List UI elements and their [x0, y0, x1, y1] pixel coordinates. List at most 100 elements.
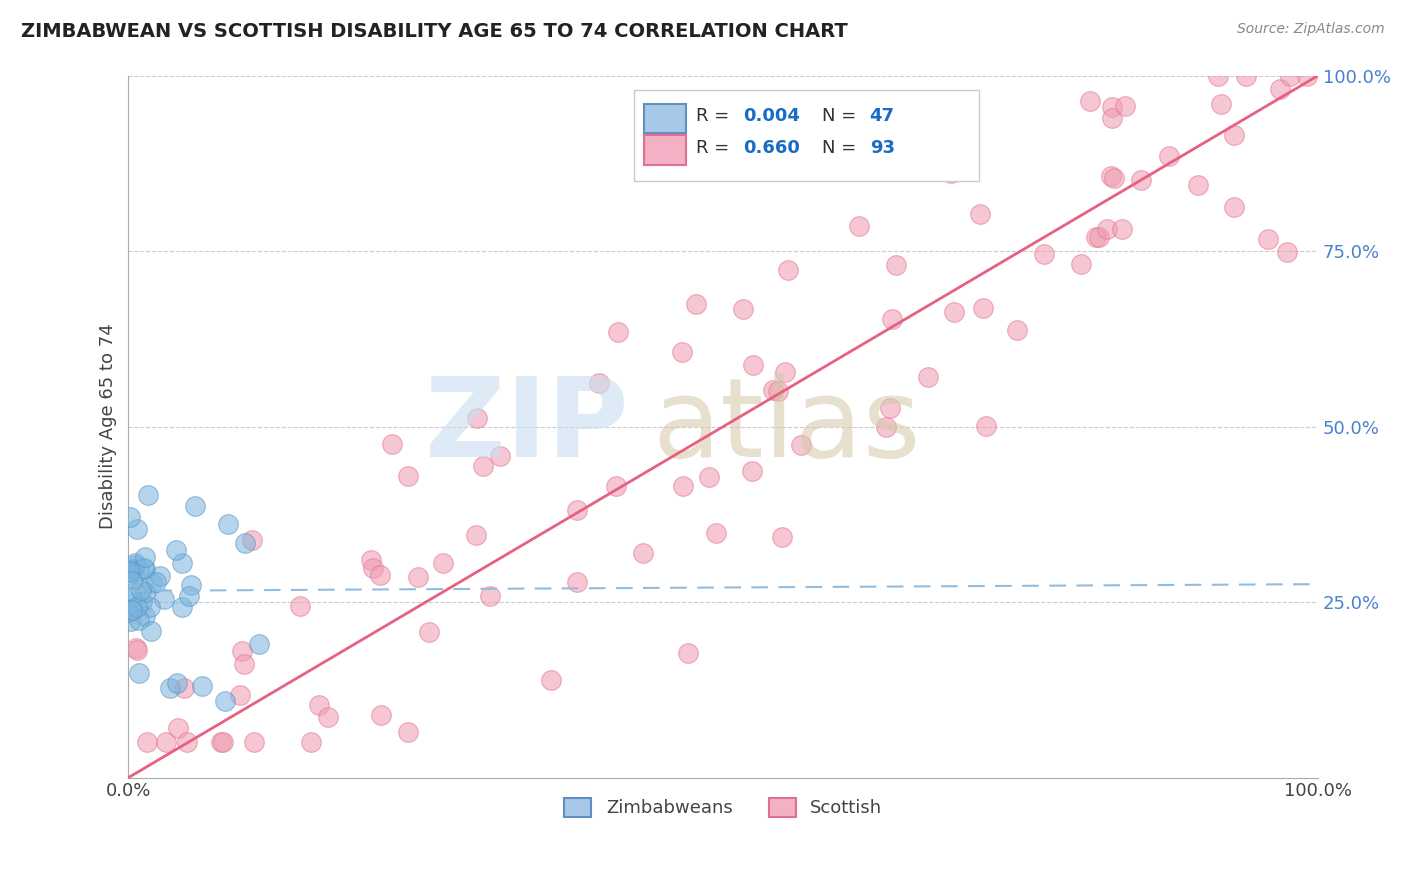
Point [288, 599, 311, 614]
Point [170, 600, 193, 615]
Point [118, 605, 141, 619]
Point [167, 721, 190, 735]
Point [776, 263, 799, 277]
Point [1234, 69, 1257, 83]
Point [165, 543, 187, 558]
Point [1257, 231, 1279, 245]
Point [159, 681, 181, 695]
Text: 93: 93 [870, 139, 894, 157]
Point [121, 603, 143, 617]
Point [153, 592, 176, 607]
Point [879, 401, 901, 415]
Point [1088, 229, 1111, 244]
Point [770, 530, 793, 544]
Point [790, 438, 813, 452]
Point [136, 488, 159, 502]
Point [1296, 69, 1319, 83]
Point [125, 642, 148, 657]
Point [231, 644, 253, 658]
Text: ZIP: ZIP [425, 373, 628, 480]
Point [118, 564, 141, 578]
Point [121, 574, 143, 588]
Point [128, 613, 150, 627]
Point [1070, 257, 1092, 271]
Point [917, 369, 939, 384]
Text: atlas: atlas [652, 373, 921, 480]
Point [880, 312, 903, 326]
Point [134, 562, 156, 576]
Point [671, 345, 693, 359]
Text: R =: R = [696, 107, 735, 125]
Point [1085, 230, 1108, 244]
Point [247, 637, 270, 651]
Point [121, 615, 143, 629]
Point [1209, 97, 1232, 112]
Point [368, 568, 391, 582]
Point [1033, 246, 1056, 260]
Point [214, 694, 236, 708]
Point [396, 724, 419, 739]
Point [173, 681, 195, 696]
Point [134, 560, 156, 574]
Point [131, 582, 153, 597]
Y-axis label: Disability Age 65 to 74: Disability Age 65 to 74 [100, 324, 117, 530]
Point [299, 735, 322, 749]
Point [884, 258, 907, 272]
Point [471, 458, 494, 473]
Point [1111, 222, 1133, 236]
Point [172, 556, 194, 570]
Point [775, 365, 797, 379]
Point [166, 676, 188, 690]
Point [1114, 99, 1136, 113]
Point [741, 464, 763, 478]
Text: ZIMBABWEAN VS SCOTTISH DISABILITY AGE 65 TO 74 CORRELATION CHART: ZIMBABWEAN VS SCOTTISH DISABILITY AGE 65… [21, 22, 848, 41]
Point [121, 565, 143, 579]
Point [308, 698, 330, 712]
Point [121, 562, 143, 576]
Point [633, 546, 655, 560]
Point [762, 383, 785, 397]
Point [1270, 82, 1292, 96]
Point [128, 563, 150, 577]
Point [942, 304, 965, 318]
Point [118, 510, 141, 524]
Point [180, 578, 202, 592]
Text: N =: N = [823, 139, 862, 157]
Point [1222, 200, 1244, 214]
Point [1187, 178, 1209, 192]
Text: 0.660: 0.660 [744, 139, 800, 157]
Point [134, 609, 156, 624]
Point [217, 517, 239, 532]
Text: R =: R = [696, 139, 735, 157]
Point [588, 376, 610, 390]
Point [465, 528, 488, 542]
Point [704, 526, 727, 541]
FancyBboxPatch shape [634, 89, 979, 181]
FancyBboxPatch shape [644, 103, 686, 133]
Text: 0.004: 0.004 [744, 107, 800, 125]
Point [360, 552, 382, 566]
Point [121, 602, 143, 616]
Point [676, 646, 699, 660]
Point [697, 470, 720, 484]
Point [540, 673, 562, 687]
Point [685, 297, 707, 311]
Point [768, 384, 790, 398]
Point [125, 641, 148, 656]
Point [177, 590, 200, 604]
Point [134, 584, 156, 599]
Text: Source: ZipAtlas.com: Source: ZipAtlas.com [1237, 22, 1385, 37]
Point [316, 710, 339, 724]
Point [875, 419, 897, 434]
Point [141, 576, 163, 591]
Text: 47: 47 [870, 107, 894, 125]
Point [1222, 128, 1244, 142]
Point [1279, 69, 1302, 83]
Point [1102, 171, 1125, 186]
Point [1130, 173, 1153, 187]
Point [972, 301, 994, 315]
Point [1078, 95, 1101, 109]
Point [489, 449, 512, 463]
Point [139, 624, 162, 638]
Point [124, 558, 146, 572]
